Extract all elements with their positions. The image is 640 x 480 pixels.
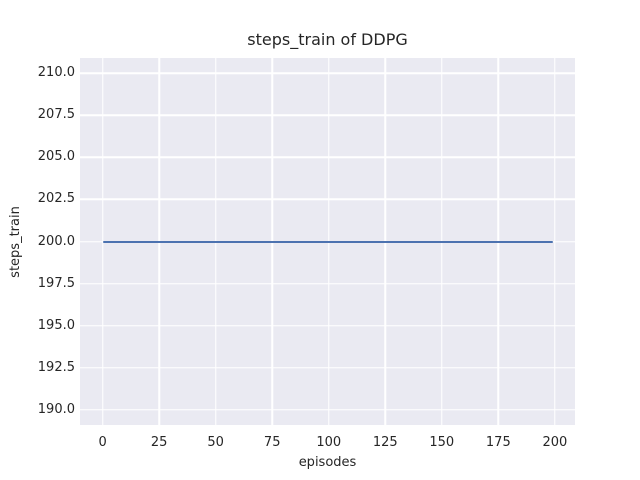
x-tick-label: 50 xyxy=(207,435,224,450)
series-line-steps_train xyxy=(102,240,553,243)
x-tick-labels: 0 25 50 75 100 125 150 175 200 xyxy=(80,435,575,451)
y-tick-label: 195.0 xyxy=(37,317,75,333)
y-tick-label: 197.5 xyxy=(37,275,75,291)
y-gridline xyxy=(80,72,575,74)
x-tick-label: 150 xyxy=(429,435,455,450)
chart-title: steps_train of DDPG xyxy=(247,30,408,49)
y-tick-label: 190.0 xyxy=(37,401,75,417)
y-gridline xyxy=(80,156,575,159)
y-tick-label: 192.5 xyxy=(37,359,75,375)
x-tick-label: 25 xyxy=(150,435,168,450)
x-tick-label: 100 xyxy=(316,435,342,450)
y-gridline xyxy=(80,114,575,116)
y-tick-label: 205.0 xyxy=(37,149,75,165)
plot-area xyxy=(80,58,575,425)
x-tick-label: 200 xyxy=(542,435,568,450)
y-gridline xyxy=(80,198,575,201)
y-gridline xyxy=(80,324,575,327)
x-tick-label: 125 xyxy=(372,435,398,450)
x-tick-label: 75 xyxy=(263,435,281,450)
x-tick-label: 175 xyxy=(485,435,511,450)
y-gridline xyxy=(80,282,575,285)
y-tick-label: 200.0 xyxy=(37,233,75,249)
y-tick-label: 202.5 xyxy=(37,191,75,207)
x-tick-label: 0 xyxy=(98,435,107,450)
y-gridline xyxy=(80,367,575,369)
x-axis-label: episodes xyxy=(298,455,357,470)
y-tick-label: 207.5 xyxy=(37,107,75,123)
y-tick-labels: 210.0 207.5 205.0 202.5 200.0 197.5 195.0 192.5… xyxy=(0,58,75,425)
y-gridline xyxy=(80,409,575,411)
y-tick-label: 210.0 xyxy=(37,65,75,81)
